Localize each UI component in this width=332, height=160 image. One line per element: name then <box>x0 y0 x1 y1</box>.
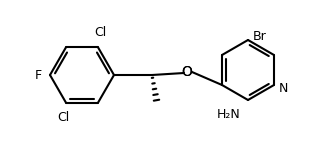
Text: O: O <box>182 65 193 79</box>
Text: F: F <box>35 68 42 81</box>
Text: N: N <box>279 81 289 95</box>
Text: Br: Br <box>253 29 267 43</box>
Text: Cl: Cl <box>94 26 106 39</box>
Text: Cl: Cl <box>57 111 69 124</box>
Text: H₂N: H₂N <box>216 108 240 121</box>
Text: O: O <box>182 65 193 79</box>
